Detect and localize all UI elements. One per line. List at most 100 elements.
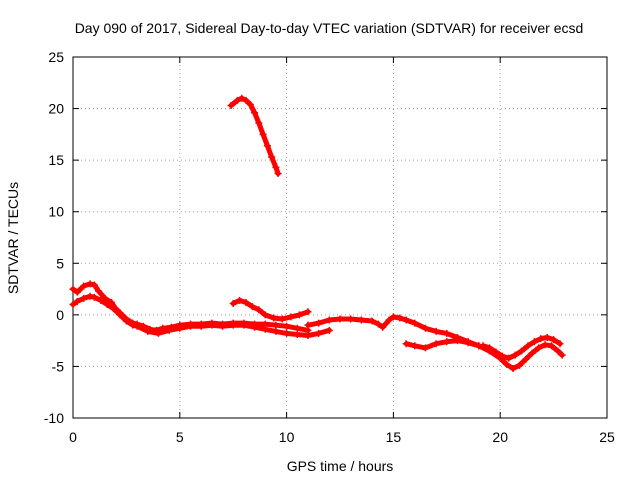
series-early-track-lower bbox=[69, 292, 333, 339]
data-point bbox=[396, 314, 404, 322]
y-tick-label: -10 bbox=[44, 410, 64, 426]
data-point bbox=[238, 94, 246, 102]
data-point bbox=[272, 321, 280, 329]
data-point bbox=[535, 344, 543, 352]
data-point bbox=[90, 281, 98, 289]
data-point bbox=[379, 323, 387, 331]
y-tick-label: 20 bbox=[48, 101, 64, 117]
data-point bbox=[248, 303, 256, 311]
data-point bbox=[287, 313, 295, 321]
data-point bbox=[453, 337, 461, 345]
data-point bbox=[278, 315, 286, 323]
data-point bbox=[293, 330, 301, 338]
axis-ticks: 0 5 10 15 20 25 -10 -5 0 5 10 15 20 25 bbox=[44, 49, 615, 445]
series-arc-8h bbox=[229, 296, 312, 323]
data-point bbox=[219, 322, 227, 330]
data-point bbox=[110, 305, 118, 313]
data-point bbox=[240, 321, 248, 329]
series-late-track-upper bbox=[479, 334, 564, 362]
data-point bbox=[80, 282, 88, 290]
data-point bbox=[261, 311, 269, 319]
data-point bbox=[69, 285, 77, 293]
data-point bbox=[242, 96, 250, 104]
data-point bbox=[176, 324, 184, 332]
data-point bbox=[251, 109, 259, 117]
data-point bbox=[129, 321, 137, 329]
data-point bbox=[385, 316, 393, 324]
data-point bbox=[270, 314, 278, 322]
data-point bbox=[255, 306, 263, 314]
data-point bbox=[530, 338, 538, 346]
data-point bbox=[518, 347, 526, 355]
y-tick-label: -5 bbox=[52, 358, 65, 374]
x-axis-label: GPS time / hours bbox=[287, 458, 394, 474]
y-tick-label: 5 bbox=[56, 255, 64, 271]
data-point bbox=[558, 351, 566, 359]
data-point bbox=[272, 327, 280, 335]
data-point bbox=[550, 336, 558, 344]
data-point bbox=[522, 355, 530, 363]
data-point bbox=[511, 351, 519, 359]
data-point bbox=[347, 315, 355, 323]
data-point bbox=[122, 317, 130, 325]
x-tick-label: 15 bbox=[386, 429, 402, 445]
y-axis-label: SDTVAR / TECUs bbox=[5, 182, 21, 294]
data-point bbox=[283, 329, 291, 337]
data-point bbox=[272, 163, 280, 171]
data-point bbox=[233, 96, 241, 104]
data-point bbox=[464, 339, 472, 347]
series-late-track bbox=[402, 337, 566, 372]
chart-title: Day 090 of 2017, Sidereal Day-to-day VTE… bbox=[75, 20, 584, 36]
data-point bbox=[304, 331, 312, 339]
data-point bbox=[486, 344, 494, 352]
data-point bbox=[116, 311, 124, 319]
data-point bbox=[336, 315, 344, 323]
data-point bbox=[554, 347, 562, 355]
data-point bbox=[293, 324, 301, 332]
data-point bbox=[73, 297, 81, 305]
data-point bbox=[242, 298, 250, 306]
data-point bbox=[443, 338, 451, 346]
x-tick-label: 5 bbox=[176, 429, 184, 445]
data-point bbox=[524, 342, 532, 350]
data-point bbox=[515, 361, 523, 369]
data-point bbox=[528, 349, 536, 357]
data-point bbox=[547, 342, 555, 350]
data-point bbox=[144, 327, 152, 335]
x-tick-label: 10 bbox=[279, 429, 295, 445]
data-point bbox=[73, 288, 81, 296]
data-point bbox=[432, 340, 440, 348]
plot-frame bbox=[72, 56, 608, 419]
data-point bbox=[374, 320, 382, 328]
data-point bbox=[389, 313, 397, 321]
data-point bbox=[304, 308, 312, 316]
data-point bbox=[325, 326, 333, 334]
data-point bbox=[368, 317, 376, 325]
data-point bbox=[227, 101, 235, 109]
y-tick-label: 15 bbox=[48, 152, 64, 168]
data-point bbox=[268, 153, 276, 161]
data-point bbox=[261, 325, 269, 333]
data-point bbox=[255, 119, 263, 127]
data-point bbox=[315, 319, 323, 327]
data-point bbox=[421, 324, 429, 332]
data-point bbox=[274, 170, 282, 178]
data-point bbox=[283, 322, 291, 330]
y-tick-label: 0 bbox=[56, 307, 64, 323]
data-point bbox=[165, 326, 173, 334]
data-point bbox=[259, 130, 267, 138]
data-point bbox=[402, 340, 410, 348]
y-tick-label: 10 bbox=[48, 204, 64, 220]
data-point bbox=[208, 321, 216, 329]
data-point bbox=[402, 316, 410, 324]
series-high-arc bbox=[227, 94, 282, 178]
data-point bbox=[154, 329, 162, 337]
data-point bbox=[556, 340, 564, 348]
data-point bbox=[229, 300, 237, 308]
data-point bbox=[251, 323, 259, 331]
data-point bbox=[537, 335, 545, 343]
data-point bbox=[197, 322, 205, 330]
data-point bbox=[498, 352, 506, 360]
data-point bbox=[97, 296, 105, 304]
